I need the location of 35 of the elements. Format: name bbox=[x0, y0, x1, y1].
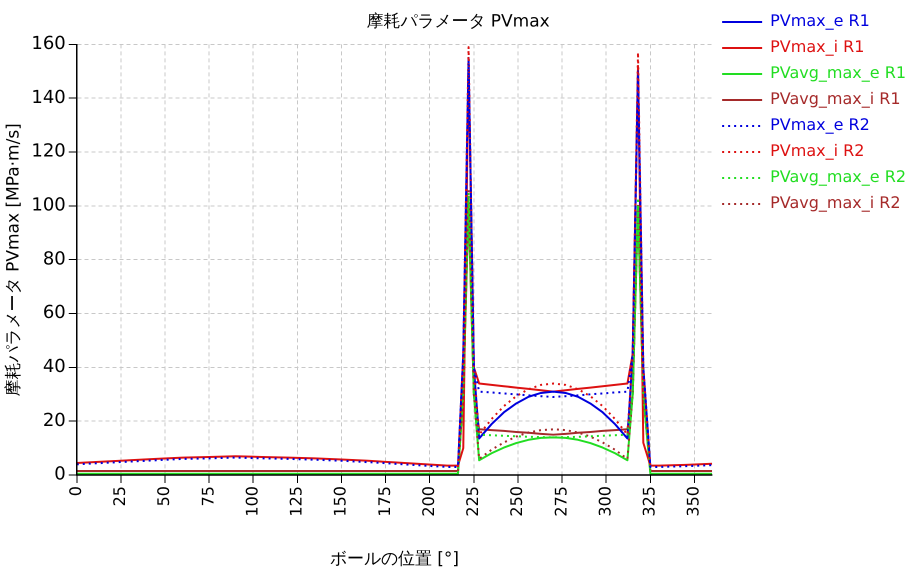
x-tick-label: 325 bbox=[640, 486, 659, 517]
x-tick-label: 0 bbox=[66, 486, 85, 496]
x-tick-label: 125 bbox=[286, 486, 306, 517]
x-tick-label: 50 bbox=[154, 486, 174, 506]
legend-label: PVavg_max_e R2 bbox=[770, 167, 906, 186]
x-tick-label: 150 bbox=[330, 486, 350, 517]
y-tick-label: 20 bbox=[42, 410, 66, 431]
y-tick-label: 160 bbox=[31, 33, 66, 54]
legend-label: PVavg_max_i R2 bbox=[770, 193, 901, 212]
x-tick-label: 175 bbox=[374, 486, 394, 517]
y-tick-label: 80 bbox=[42, 248, 66, 270]
x-tick-label: 100 bbox=[242, 486, 262, 517]
legend-label: PVavg_max_i R1 bbox=[770, 89, 901, 108]
y-tick-label: 100 bbox=[31, 194, 66, 216]
x-tick-label: 350 bbox=[684, 486, 703, 517]
x-tick-label: 275 bbox=[551, 486, 570, 517]
x-tick-label: 300 bbox=[595, 486, 614, 517]
x-axis-title: ボールの位置 [°] bbox=[330, 549, 460, 570]
legend-label: PVmax_i R1 bbox=[770, 37, 864, 56]
y-tick-label: 120 bbox=[31, 140, 66, 162]
x-tick-label: 75 bbox=[198, 486, 218, 506]
y-tick-label: 140 bbox=[31, 86, 66, 108]
legend-label: PVavg_max_e R1 bbox=[770, 63, 906, 82]
x-tick-label: 200 bbox=[418, 486, 438, 517]
y-axis-title: 摩耗パラメータ PVmax [MPa·m/s] bbox=[4, 123, 24, 396]
x-tick-label: 250 bbox=[507, 486, 526, 517]
legend-label: PVmax_e R1 bbox=[770, 11, 870, 30]
legend-label: PVmax_i R2 bbox=[770, 141, 864, 160]
y-tick-label: 60 bbox=[42, 302, 66, 324]
x-tick-label: 225 bbox=[463, 486, 482, 517]
y-tick-label: 0 bbox=[54, 464, 66, 485]
y-tick-label: 40 bbox=[42, 356, 66, 378]
x-tick-label: 25 bbox=[110, 486, 130, 506]
chart-title: 摩耗パラメータ PVmax bbox=[366, 12, 550, 32]
legend-label: PVmax_e R2 bbox=[770, 115, 870, 134]
